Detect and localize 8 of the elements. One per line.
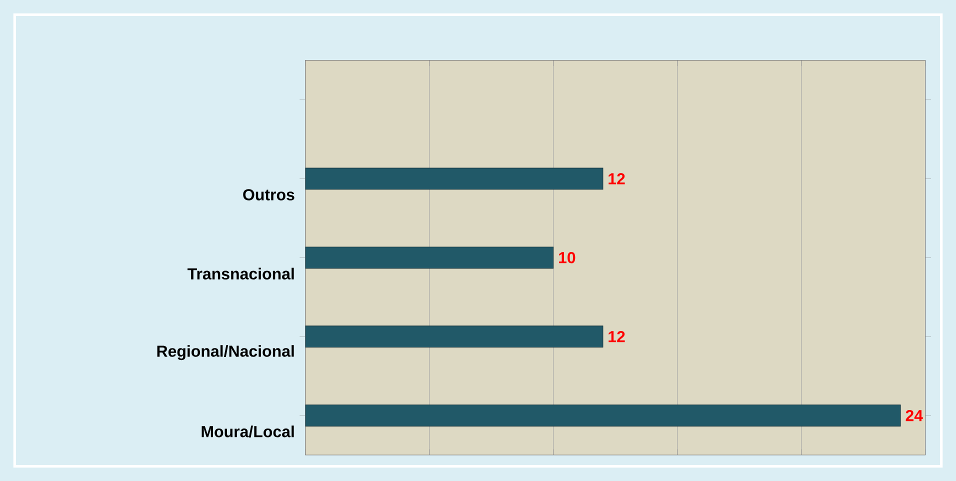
data-label: 10	[559, 252, 576, 264]
y-tick-label: Regional/Nacional	[157, 345, 294, 360]
data-label: 12	[608, 173, 625, 184]
y-tick-label: Outros	[243, 189, 294, 200]
y-tick-label: Transnacional	[188, 268, 294, 280]
data-label: 24	[906, 410, 923, 422]
data-label: 12	[608, 331, 625, 342]
y-tick-label: Moura/Local	[202, 426, 294, 438]
